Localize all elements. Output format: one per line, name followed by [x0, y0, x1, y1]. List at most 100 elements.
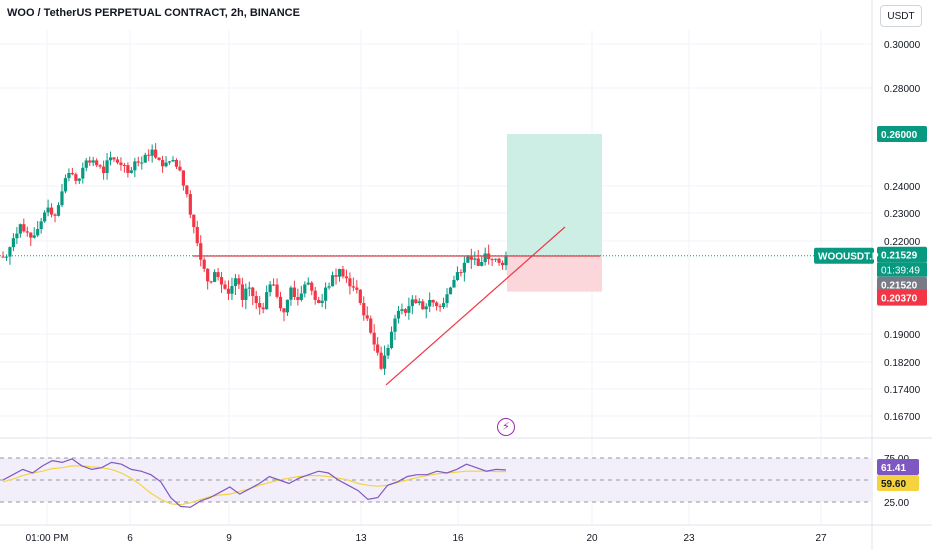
x-tick-label: 9	[226, 533, 232, 544]
candle-body	[289, 287, 293, 300]
candle-body	[53, 214, 57, 216]
candle-body	[459, 272, 463, 274]
trendline	[385, 226, 566, 386]
stop-price-tag: 0.20370	[881, 294, 918, 305]
candle-body	[369, 318, 373, 333]
candle-body	[185, 185, 189, 195]
candle-body	[493, 258, 498, 260]
candle-body	[362, 303, 366, 316]
candle-body	[4, 256, 9, 258]
last-price-tag: 0.21529	[881, 251, 918, 262]
candle-body	[324, 287, 328, 301]
candle-body	[351, 286, 355, 288]
currency-button[interactable]: USDT	[880, 5, 922, 27]
candle-body	[337, 269, 342, 277]
candle-body	[476, 258, 480, 266]
loss-zone	[507, 256, 602, 292]
candle-body	[108, 157, 113, 161]
candle-body	[428, 299, 432, 307]
candle-body	[181, 170, 185, 186]
last-price-tag-bg	[877, 246, 927, 263]
candle-body	[154, 149, 158, 158]
candle-body	[438, 306, 442, 308]
profit-zone	[507, 134, 602, 256]
candle-body	[421, 301, 425, 310]
candle-body	[341, 269, 345, 277]
candle-body	[410, 299, 414, 307]
rsi-ma-value-tag: 59.60	[881, 479, 906, 490]
candle-body	[480, 262, 484, 266]
candle-body	[140, 162, 144, 164]
y-tick-label: 0.24000	[884, 182, 921, 193]
candle-body	[84, 160, 88, 168]
candles	[1, 143, 508, 375]
candle-body	[81, 167, 85, 179]
candle-body	[1, 256, 5, 258]
candle-body	[348, 278, 352, 287]
y-tick-label: 0.28000	[884, 84, 921, 95]
candle-body	[407, 306, 411, 313]
symbol-tag: WOOUSDT.P	[818, 252, 879, 263]
candle-body	[213, 272, 217, 282]
candle-body	[70, 173, 74, 175]
candle-body	[15, 233, 19, 239]
candle-body	[483, 253, 487, 263]
candle-body	[105, 160, 109, 173]
candle-body	[233, 278, 238, 287]
candle-body	[445, 294, 449, 304]
candle-body	[157, 157, 161, 160]
candle-body	[129, 170, 133, 173]
candle-body	[174, 160, 179, 167]
candle-body	[164, 162, 168, 167]
candle-body	[32, 235, 36, 238]
candle-body	[268, 284, 272, 293]
rsi-lines	[2, 458, 507, 508]
y-tick-label: 0.22000	[884, 237, 921, 248]
y-tick-label: 0.23000	[884, 209, 921, 220]
candle-body	[504, 256, 508, 266]
candle-body	[320, 300, 324, 304]
candle-body	[136, 161, 140, 163]
candle-body	[265, 292, 269, 310]
stop-price-tag-bg	[877, 289, 927, 306]
candle-body	[11, 238, 16, 248]
candle-body	[355, 287, 359, 290]
candle-body	[39, 221, 43, 230]
candle-body	[18, 224, 22, 234]
y-tick-label: 0.18200	[884, 358, 921, 369]
y-tick-label: 0.30000	[884, 40, 921, 51]
candle-body	[469, 256, 473, 260]
candle-body	[313, 290, 317, 300]
candle-body	[95, 160, 99, 166]
candle-body	[22, 224, 26, 232]
candle-body	[435, 302, 439, 307]
candle-body	[400, 309, 404, 311]
y-tick-label: 0.16700	[884, 412, 921, 423]
candle-body	[441, 303, 446, 307]
candle-body	[431, 299, 435, 303]
candle-body	[178, 166, 182, 171]
x-tick-label: 01:00 PM	[26, 533, 69, 544]
candle-body	[490, 259, 494, 261]
candle-body	[303, 284, 307, 294]
candle-body	[414, 299, 418, 304]
candle-body	[91, 160, 95, 163]
candle-body	[192, 214, 196, 227]
target-price-tag-bg	[877, 126, 927, 142]
candle-body	[209, 281, 213, 283]
candle-body	[327, 286, 331, 288]
candle-body	[254, 296, 258, 304]
x-tick-label: 20	[586, 533, 598, 544]
candle-body	[393, 318, 397, 332]
candle-body	[379, 352, 383, 369]
candle-body	[102, 166, 106, 173]
candle-body	[466, 256, 470, 263]
candle-body	[372, 332, 376, 345]
candle-body	[36, 229, 40, 236]
lightning-bolt-icon[interactable]: ⚡	[497, 418, 515, 436]
candle-body	[247, 287, 251, 289]
x-tick-label: 13	[355, 533, 367, 544]
candle-body	[122, 165, 127, 167]
candle-body	[112, 157, 116, 160]
